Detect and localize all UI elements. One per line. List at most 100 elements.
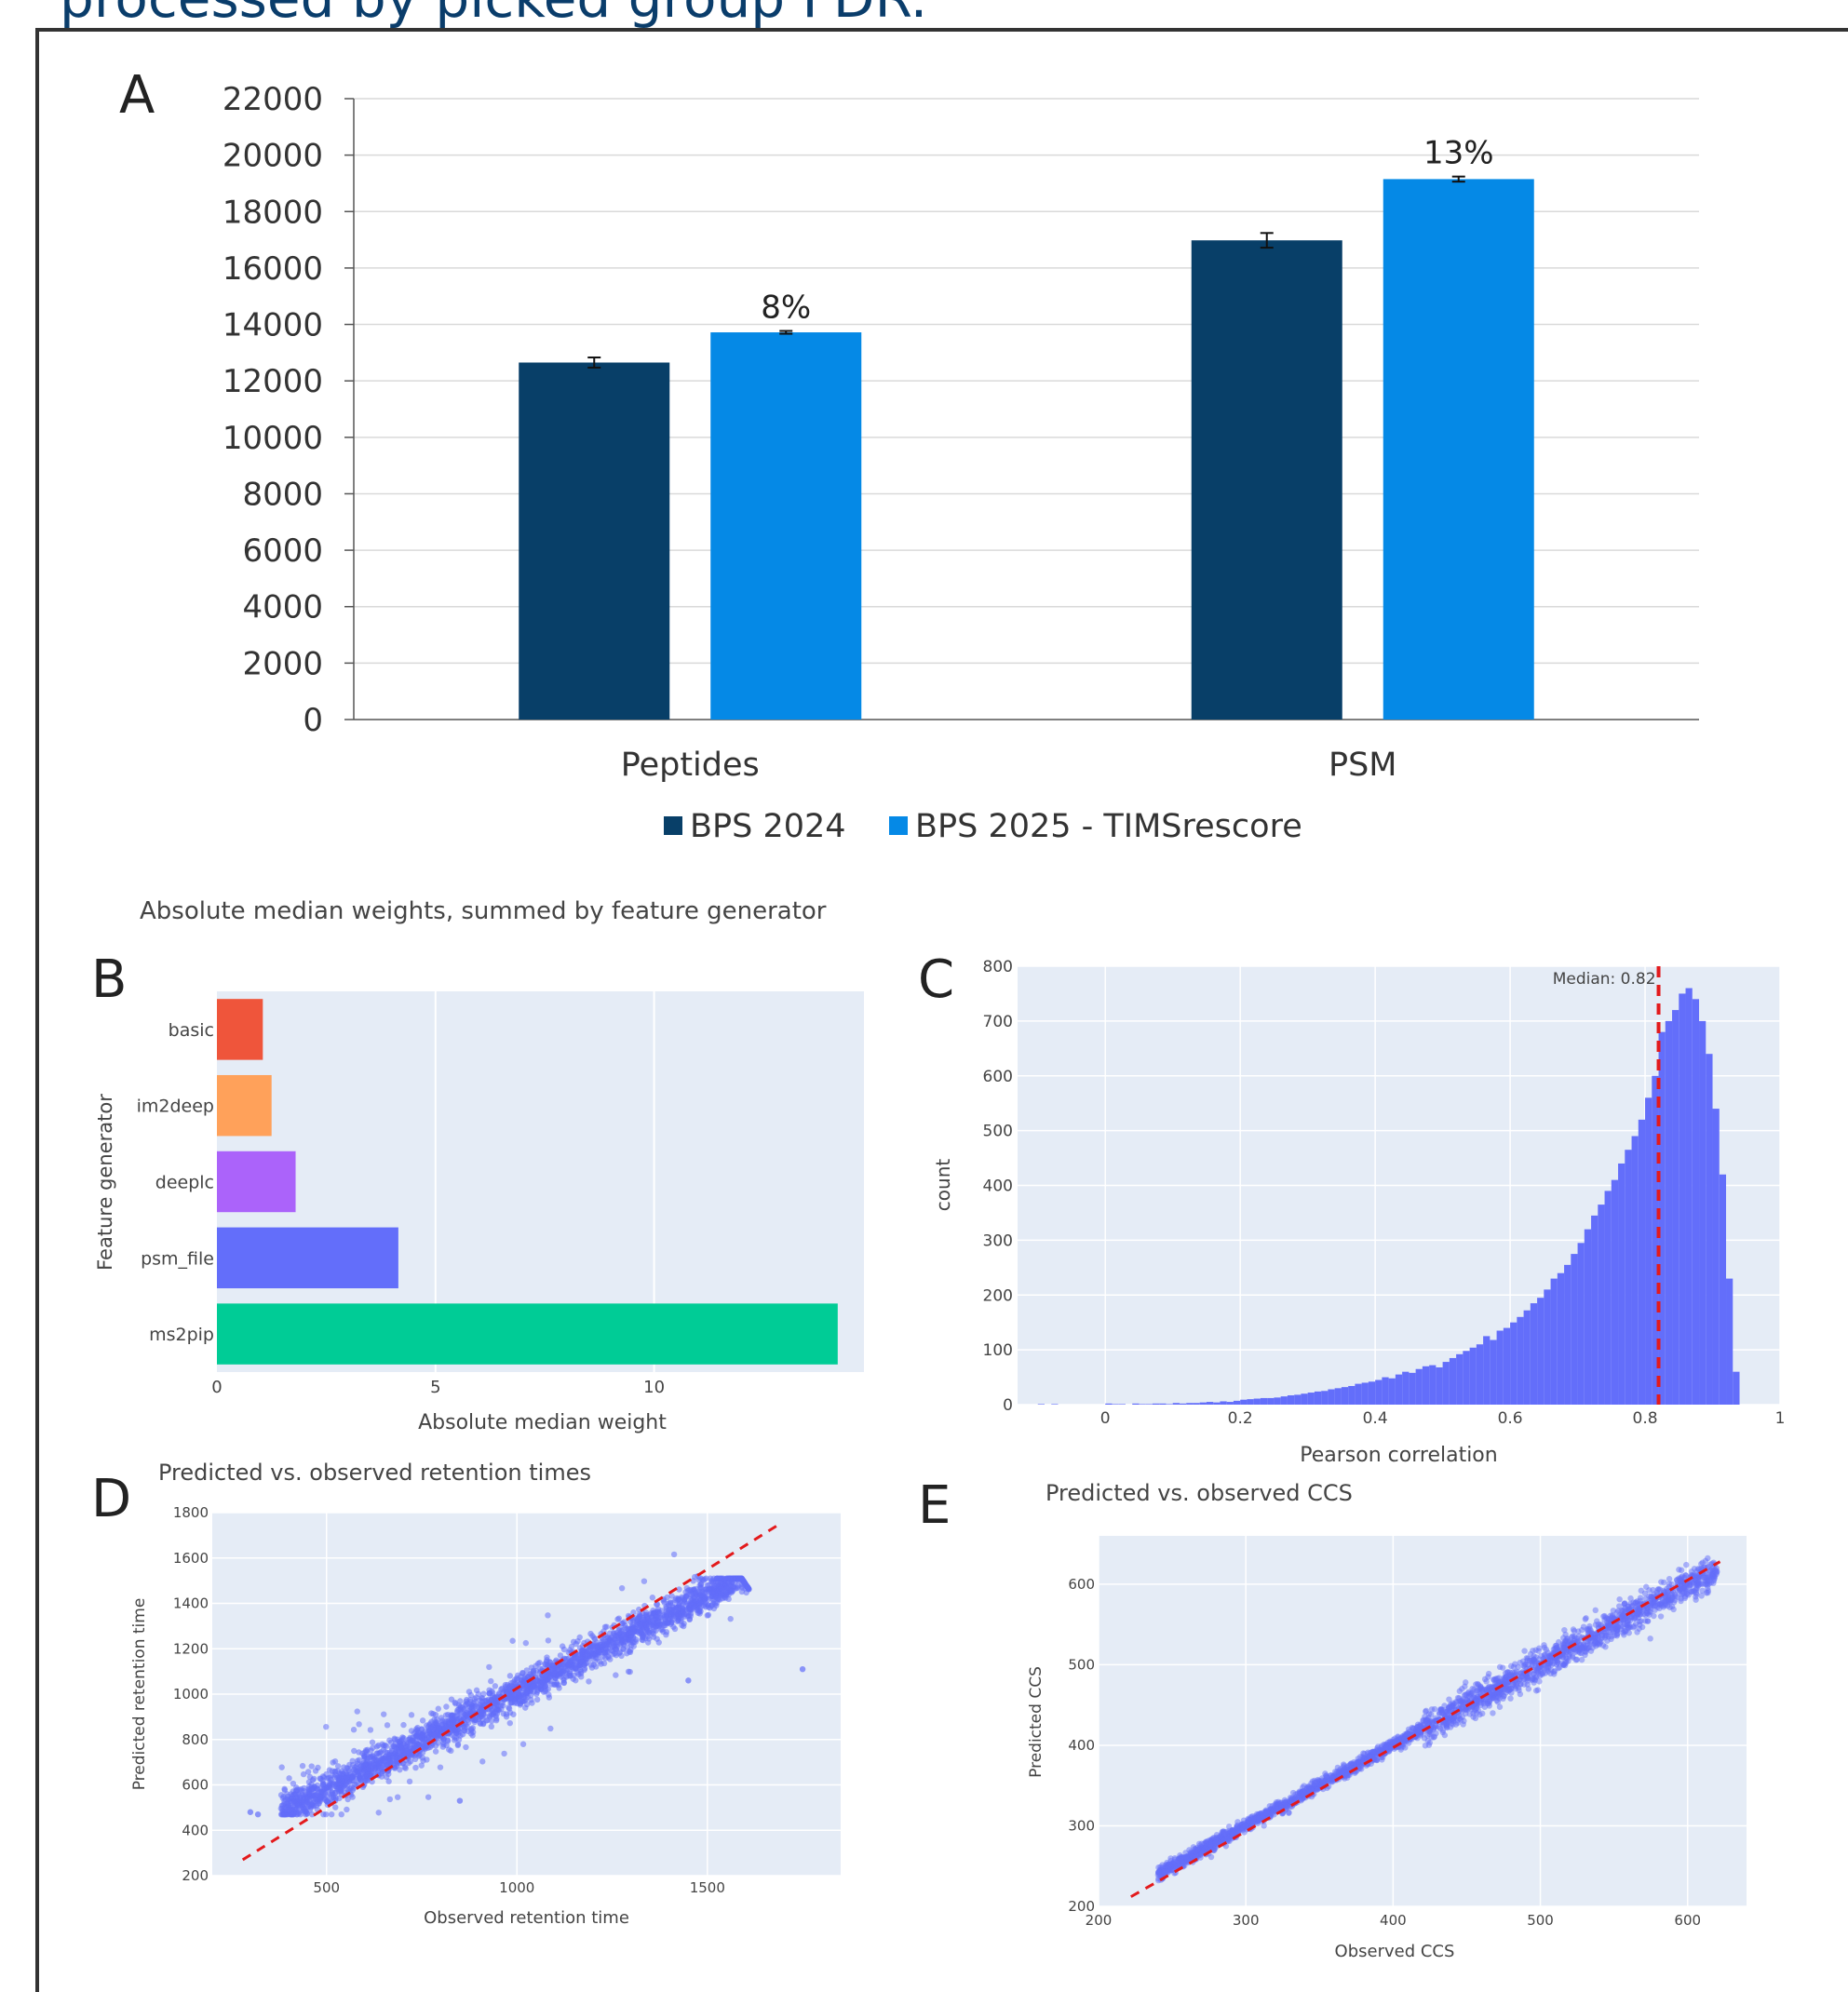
- legend-label-a: BPS 2025 - TIMSrescore: [915, 808, 1302, 845]
- scatter-point-e: [1706, 1588, 1711, 1594]
- scatter-point-e: [1490, 1710, 1495, 1716]
- scatter-point-d: [624, 1625, 629, 1631]
- scatter-point-e: [1456, 1695, 1462, 1701]
- scatter-point-d: [507, 1720, 513, 1726]
- scatter-point-d: [494, 1702, 500, 1707]
- x-tick-label-b: 10: [643, 1378, 665, 1397]
- scatter-point-d: [378, 1749, 384, 1755]
- histogram-bar-c: [1301, 1393, 1307, 1405]
- scatter-point-d: [580, 1651, 586, 1657]
- scatter-point-d: [492, 1683, 498, 1689]
- scatter-point-d: [521, 1694, 527, 1700]
- scatter-point-d: [489, 1724, 494, 1730]
- scatter-point-d: [613, 1672, 618, 1677]
- scatter-point-d: [382, 1743, 387, 1748]
- scatter-point-d: [361, 1762, 367, 1768]
- y-tick-label-a: 6000: [242, 532, 323, 570]
- scatter-point-d: [514, 1677, 519, 1683]
- scatter-point-d: [719, 1591, 724, 1596]
- scatter-point-d: [574, 1659, 580, 1664]
- scatter-point-d: [501, 1751, 506, 1756]
- scatter-point-d: [573, 1677, 578, 1683]
- scatter-point-d: [420, 1750, 425, 1756]
- histogram-bar-c: [1517, 1317, 1523, 1405]
- x-tick-label-d: 1500: [690, 1879, 725, 1896]
- scatter-point-d: [523, 1640, 529, 1646]
- legend-swatch-a: [889, 816, 908, 835]
- y-tick-label-d: 1200: [173, 1640, 209, 1657]
- histogram-bar-c: [1443, 1362, 1450, 1405]
- scatter-point-d: [738, 1575, 744, 1581]
- scatter-point-d: [279, 1806, 285, 1811]
- scatter-point-e: [1639, 1624, 1645, 1630]
- scatter-point-d: [351, 1748, 357, 1754]
- scatter-point-d: [524, 1702, 530, 1707]
- scatter-point-d: [705, 1612, 710, 1618]
- y-tick-label-b: im2deep: [137, 1097, 214, 1117]
- histogram-bar-c: [1605, 1191, 1612, 1405]
- scatter-point-d: [294, 1786, 300, 1792]
- x-tick-label-c: 0: [1100, 1409, 1111, 1428]
- scatter-point-e: [1286, 1810, 1291, 1815]
- histogram-bar-c: [1537, 1298, 1544, 1405]
- scatter-point-d: [534, 1697, 540, 1703]
- histogram-bar-c: [1362, 1382, 1369, 1405]
- y-tick-label-c: 0: [1003, 1396, 1013, 1415]
- scatter-point-d: [403, 1765, 409, 1770]
- histogram-bar-c: [1038, 1404, 1045, 1405]
- scatter-point-d: [400, 1722, 406, 1728]
- histogram-bar-c: [1733, 1372, 1739, 1405]
- histogram-bar-c: [1551, 1279, 1558, 1405]
- histogram-bar-c: [1564, 1265, 1571, 1405]
- scatter-point-d: [381, 1711, 386, 1716]
- x-axis-label-d: Observed retention time: [424, 1908, 629, 1928]
- histogram-bar-c: [1193, 1403, 1199, 1405]
- scatter-point-d: [520, 1686, 526, 1691]
- x-tick-label-c: 0.2: [1228, 1409, 1253, 1428]
- scatter-point-d: [645, 1630, 651, 1635]
- bar-a: [519, 362, 669, 720]
- scatter-point-d: [434, 1719, 439, 1725]
- scatter-point-d: [361, 1753, 367, 1758]
- scatter-point-d: [301, 1771, 306, 1777]
- scatter-point-d: [729, 1588, 735, 1594]
- scatter-point-d: [530, 1683, 535, 1689]
- scatter-point-e: [1473, 1681, 1478, 1687]
- x-tick-label-a: Peptides: [621, 747, 760, 784]
- scatter-point-d: [349, 1773, 355, 1779]
- scatter-point-e: [1647, 1635, 1652, 1641]
- histogram-bar-c: [1281, 1396, 1288, 1405]
- scatter-point-d: [438, 1764, 443, 1770]
- scatter-point-d: [336, 1796, 342, 1801]
- scatter-point-d: [522, 1673, 528, 1678]
- histogram-bar-c: [1213, 1403, 1220, 1405]
- scatter-point-d: [464, 1712, 469, 1717]
- scatter-point-d: [654, 1635, 659, 1641]
- scatter-point-d: [416, 1732, 422, 1738]
- histogram-bar-c: [1693, 999, 1699, 1405]
- scatter-point-d: [394, 1763, 399, 1769]
- histogram-bar-c: [1558, 1273, 1564, 1405]
- scatter-point-e: [1658, 1613, 1664, 1619]
- scatter-point-d: [479, 1716, 485, 1722]
- histogram-bar-c: [1288, 1395, 1294, 1405]
- y-tick-label-c: 500: [983, 1123, 1013, 1141]
- x-tick-label-c: 0.4: [1363, 1409, 1388, 1428]
- scatter-point-d: [681, 1614, 687, 1620]
- scatter-point-d: [646, 1623, 652, 1629]
- scatter-point-e: [1583, 1616, 1588, 1622]
- histogram-bar-c: [1483, 1336, 1490, 1405]
- y-tick-label-c: 800: [983, 958, 1013, 976]
- scatter-point-d: [284, 1791, 290, 1797]
- histogram-bar-c: [1227, 1402, 1234, 1405]
- histogram-bar-c: [1200, 1403, 1207, 1405]
- scatter-point-d: [351, 1727, 357, 1732]
- scatter-point-d: [708, 1603, 714, 1608]
- histogram-bar-c: [1618, 1164, 1625, 1405]
- y-axis-label-c: count: [932, 1159, 954, 1212]
- bar-a: [1192, 240, 1342, 720]
- y-tick-label-a: 10000: [223, 420, 323, 457]
- y-tick-label-d: 400: [182, 1822, 209, 1838]
- scatter-point-e: [1544, 1649, 1550, 1655]
- histogram-bar-c: [1159, 1404, 1166, 1405]
